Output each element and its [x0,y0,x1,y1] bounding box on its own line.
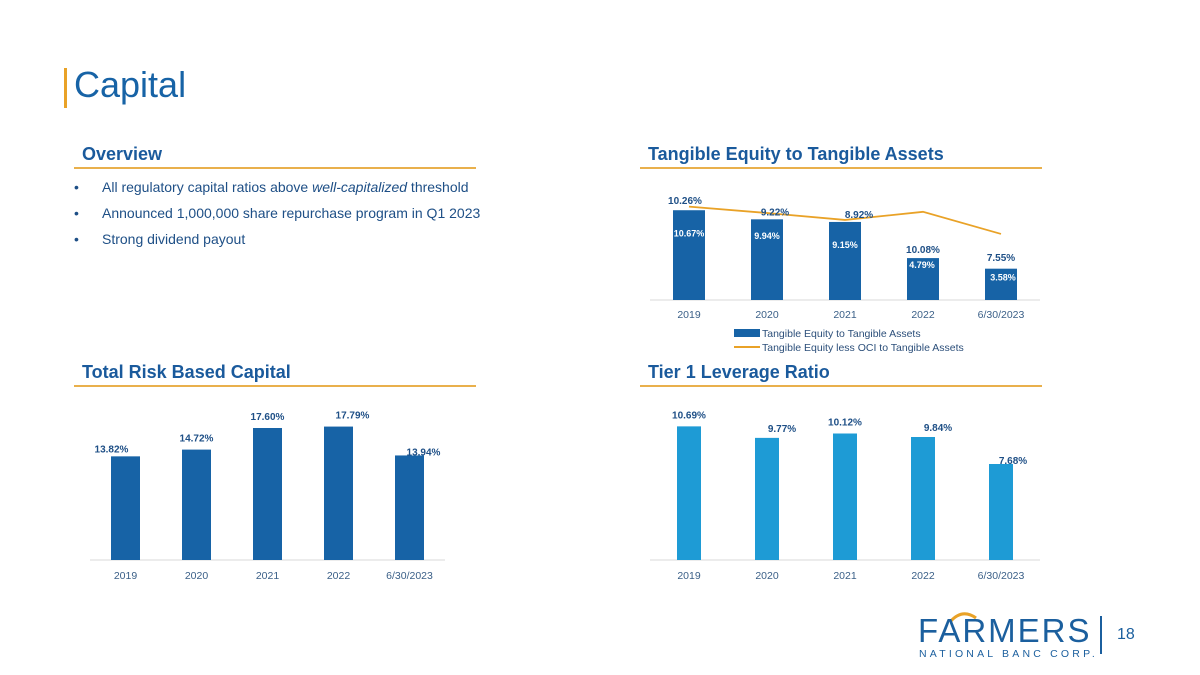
tangible-chart-title: Tangible Equity to Tangible Assets [648,144,944,164]
x-tick-label: 6/30/2023 [386,570,433,582]
bar [324,426,353,560]
x-tick-label: 2019 [677,570,701,582]
legend-label: Tangible Equity to Tangible Assets [762,328,921,340]
bullet-item: • All regulatory capital ratios above we… [74,176,480,202]
company-logo: FARMERS NATIONAL BANC CORP. [918,612,1095,660]
bullet-text: Announced 1,000,000 share repurchase pro… [102,205,481,221]
bar [833,433,857,560]
bar [111,456,140,560]
bar-data-label: 4.79% [909,260,935,270]
data-label: 9.84% [924,423,952,434]
bar-data-label: 3.58% [990,273,1016,283]
title-accent-bar [64,68,67,108]
bar [755,437,779,560]
page-number: 18 [1117,626,1135,643]
data-label: 17.60% [251,412,285,423]
tangible-rule [640,167,1042,169]
x-tick-label: 2021 [833,570,857,582]
bar [907,258,939,300]
data-label: 7.68% [999,456,1027,467]
total-risk-based-capital-chart: 13.82% 2019 14.72% 2020 17.60% 2021 17.79% 2022… [90,411,445,582]
trbc-rule [74,385,476,387]
line-data-label: 10.08% [906,245,940,256]
series-line [688,205,1002,235]
page-title: Capital [74,64,187,105]
overview-bullet-list: • All regulatory capital ratios above we… [74,176,480,254]
bar [751,219,783,300]
bar [182,449,211,560]
x-tick-label: 2022 [327,570,351,582]
trbc-chart-title: Total Risk Based Capital [82,362,291,382]
bar [673,210,705,300]
x-tick-label: 2019 [677,309,701,321]
bar [253,428,282,560]
bullet-emphasis: well-capitalized [312,179,408,195]
data-label: 14.72% [180,434,214,445]
line-data-label: 9.15% [832,240,858,250]
bullet-text: All regulatory capital ratios above [102,179,313,195]
logo-swoosh-icon [948,612,977,624]
bullet-marker: • [74,179,79,195]
bar [677,426,701,560]
logo-subtitle: NATIONAL BANC CORP. [919,648,1099,660]
bullet-marker: • [74,205,79,221]
bar-data-label: 8.92% [845,210,873,221]
logo-wordmark: FARMERS [918,612,1092,649]
x-tick-label: 2020 [755,570,779,582]
bar [829,221,861,300]
x-tick-label: 6/30/2023 [978,570,1025,582]
overview-title: Overview [82,144,163,164]
bullet-marker: • [74,231,79,247]
line-data-label: 10.67% [674,229,705,239]
page-number-divider [1100,616,1102,654]
data-label: 13.82% [95,444,129,455]
line-data-label: 9.94% [754,231,780,241]
x-tick-label: 2020 [755,309,779,321]
bar [395,455,424,560]
bar [985,268,1017,300]
tier1-rule [640,385,1042,387]
tier1-chart-title: Tier 1 Leverage Ratio [648,362,830,382]
bullet-text-end: threshold [407,179,469,195]
data-label: 13.94% [407,447,441,458]
tier1-leverage-chart: 10.69% 2019 9.77% 2020 10.12% 2021 9.84% 2022 7.… [650,410,1040,582]
bar-data-label: 10.26% [668,196,702,207]
legend-label: Tangible Equity less OCI to Tangible Ass… [762,342,964,354]
bar [989,464,1013,560]
data-label: 10.69% [672,410,706,421]
tangible-equity-chart: 2019 2020 2021 2022 6/30/2023 10.26% 9.22% 8.92… [650,196,1040,354]
x-tick-label: 2022 [911,570,935,582]
data-label: 10.12% [828,418,862,429]
bullet-item: • Strong dividend payout [74,228,480,254]
x-tick-label: 2020 [185,570,209,582]
x-tick-label: 2022 [911,309,935,321]
x-tick-label: 2021 [833,309,857,321]
data-label: 9.77% [768,424,796,435]
legend-swatch-bar [734,329,760,337]
bullet-item: • Announced 1,000,000 share repurchase p… [74,202,480,228]
bar [911,437,935,560]
bullet-text: Strong dividend payout [102,231,246,247]
overview-rule [74,167,476,169]
x-tick-label: 6/30/2023 [978,309,1025,321]
line-data-label: 7.55% [987,253,1015,264]
data-label: 17.79% [336,411,370,422]
bar-data-label: 9.22% [761,207,789,218]
x-tick-label: 2019 [114,570,138,582]
x-tick-label: 2021 [256,570,280,582]
